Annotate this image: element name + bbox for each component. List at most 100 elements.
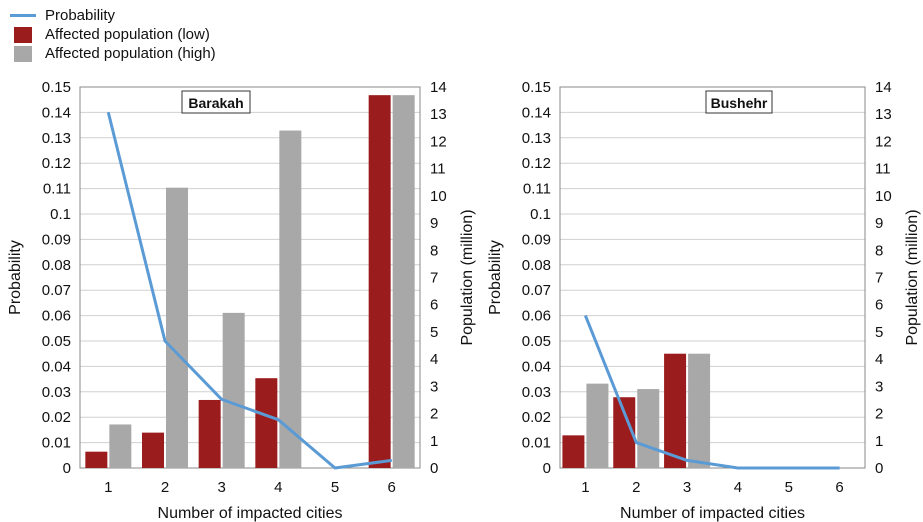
chart1-y-tick-label: 0.02 — [42, 409, 71, 426]
chart2-bar-high — [637, 389, 660, 468]
chart2-y-tick-label: 0.14 — [522, 104, 551, 121]
chart2-y2-tick-label: 9 — [875, 215, 883, 232]
chart2-y2-tick-label: 10 — [875, 188, 892, 205]
chart1-y-tick-label: 0.03 — [42, 384, 71, 401]
chart2-x-tick-label: 6 — [835, 479, 843, 496]
chart1-probability-point — [164, 340, 166, 342]
chart1-x-tick-label: 6 — [387, 479, 395, 496]
chart1-y2-tick-label: 6 — [430, 297, 438, 314]
chart1-y2-tick-label: 10 — [430, 188, 447, 205]
chart1-x-tick-label: 5 — [331, 479, 339, 496]
chart1-y-tick-label: 0.08 — [42, 257, 71, 274]
chart1-y2-tick-label: 3 — [430, 378, 438, 395]
chart1-bar-high — [279, 130, 302, 469]
legend-item-high: Affected population (high) — [10, 44, 216, 63]
chart1-y-tick-label: 0.11 — [43, 181, 71, 198]
chart2-y2-tick-label: 2 — [875, 406, 883, 423]
chart2-y-tick-label: 0.12 — [522, 155, 551, 172]
chart2-probability-point — [839, 467, 841, 469]
chart1-y2-tick-label: 2 — [430, 406, 438, 423]
chart2-y2-tick-label: 14 — [875, 79, 892, 96]
chart1-y-tick-label: 0.06 — [42, 308, 71, 325]
legend-swatch-high — [14, 45, 32, 62]
chart1-probability-point — [391, 459, 393, 461]
chart2-y-axis-label: Probability — [487, 240, 504, 315]
chart2-plot-frame — [559, 86, 866, 469]
legend-swatch-low — [14, 26, 32, 43]
chart2-x-tick-label: 2 — [632, 479, 640, 496]
chart1-probability-point — [107, 111, 109, 113]
chart1-bar-low — [85, 451, 108, 468]
legend-label-probability: Probability — [45, 7, 116, 24]
chart2-y2-tick-label: 8 — [875, 242, 883, 259]
chart2-x-axis-label: Number of impacted cities — [620, 505, 805, 522]
chart2-y-tick-label: 0.1 — [530, 206, 551, 223]
chart1-y-tick-label: 0.15 — [42, 79, 71, 96]
chart1-bar-high — [109, 424, 132, 468]
chart2-bar-high — [688, 353, 711, 468]
chart1-bar-high — [166, 187, 188, 468]
chart2-x-tick-label: 1 — [581, 479, 589, 496]
chart1-x-tick-label: 1 — [104, 479, 112, 496]
chart2-y-tick-label: 0.03 — [522, 384, 551, 401]
chart-legend: Probability Affected population (low) Af… — [10, 6, 216, 63]
chart1-bar-high — [222, 312, 245, 468]
legend-label-low: Affected population (low) — [45, 26, 210, 43]
chart1-y-tick-label: 0 — [63, 460, 71, 477]
chart1-bar-low — [255, 378, 278, 468]
chart1-x-axis-label: Number of impacted cities — [158, 505, 343, 522]
chart2-y2-tick-label: 6 — [875, 297, 883, 314]
chart1-x-tick-label: 4 — [274, 479, 282, 496]
chart2-y2-axis-label: Population (million) — [904, 209, 921, 345]
chart1-title: Barakah — [188, 95, 243, 111]
chart2-y2-tick-label: 13 — [875, 106, 892, 123]
chart2-probability-point — [788, 467, 790, 469]
chart2-y-tick-label: 0.07 — [522, 282, 551, 299]
chart2-y2-tick-label: 5 — [875, 324, 883, 341]
chart1-y2-tick-label: 4 — [430, 351, 438, 368]
chart2-title-box — [705, 90, 773, 114]
chart1-y-tick-label: 0.01 — [42, 435, 71, 452]
chart1-y2-tick-label: 7 — [430, 270, 438, 287]
chart1-y-tick-label: 0.1 — [50, 206, 71, 223]
chart2-title: Bushehr — [711, 95, 768, 111]
chart1-probability-point — [277, 419, 279, 421]
chart1-x-tick-label: 3 — [217, 479, 225, 496]
chart1-y2-tick-label: 11 — [430, 161, 446, 178]
chart2-y-tick-label: 0.06 — [522, 308, 551, 325]
chart2-y-tick-label: 0.08 — [522, 257, 551, 274]
chart1-y-axis-label: Probability — [7, 240, 24, 315]
chart1-y-tick-label: 0.14 — [42, 104, 71, 121]
chart2-y-tick-label: 0 — [543, 460, 551, 477]
chart2-probability-line — [584, 315, 840, 470]
chart1-probability-line — [106, 112, 392, 470]
chart1-y2-tick-label: 1 — [430, 433, 438, 450]
chart2-x-tick-label: 5 — [785, 479, 793, 496]
chart1-plot-frame — [79, 86, 421, 469]
chart1-y-tick-label: 0.13 — [42, 130, 71, 147]
chart1-probability-point — [221, 398, 223, 400]
chart2-probability-point — [635, 442, 637, 444]
chart2-bar-high — [586, 383, 609, 468]
chart2-y2-tick-label: 4 — [875, 351, 883, 368]
chart2-probability-point — [686, 459, 688, 461]
chart2-bar-low — [562, 435, 585, 468]
chart2-bar-low — [613, 397, 636, 468]
chart1-bar-low — [198, 399, 221, 468]
chart2-y-tick-label: 0.13 — [522, 130, 551, 147]
chart2-y2-tick-label: 12 — [875, 133, 892, 150]
chart2-x-tick-label: 4 — [734, 479, 742, 496]
chart2-y-tick-label: 0.15 — [522, 79, 551, 96]
chart2-x-tick-label: 3 — [683, 479, 691, 496]
legend-item-probability: Probability — [10, 6, 216, 25]
chart2-bar-low — [664, 353, 687, 468]
chart1-y2-tick-label: 12 — [430, 133, 447, 150]
chart2-y-tick-label: 0.01 — [522, 435, 551, 452]
chart1-bar-high — [392, 95, 415, 469]
chart2-probability-point — [737, 467, 739, 469]
chart1-y2-tick-label: 5 — [430, 324, 438, 341]
chart1-y2-tick-label: 13 — [430, 106, 447, 123]
chart2-y-tick-label: 0.11 — [523, 181, 551, 198]
chart1-y-tick-label: 0.05 — [42, 333, 71, 350]
chart1-y2-tick-label: 9 — [430, 215, 438, 232]
